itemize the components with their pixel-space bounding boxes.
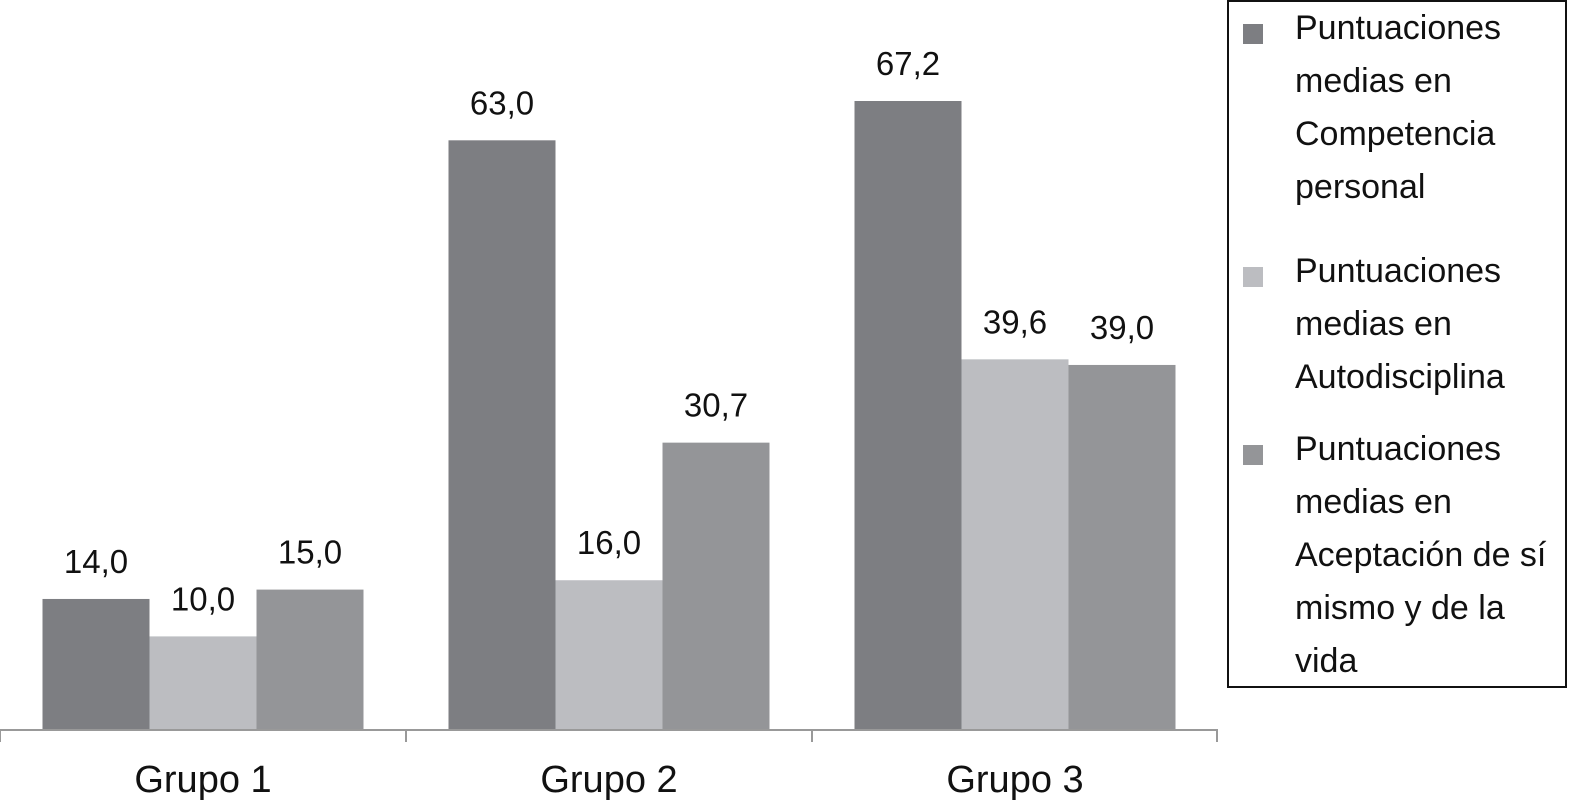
- bar: [662, 442, 770, 730]
- x-tick-label: Grupo 1: [134, 759, 271, 801]
- value-label: 10,0: [171, 580, 235, 617]
- value-label: 15,0: [278, 534, 342, 571]
- value-label: 63,0: [470, 84, 534, 121]
- legend-swatch: [1243, 24, 1263, 44]
- bar: [42, 598, 150, 730]
- bar: [555, 580, 663, 730]
- value-label: 16,0: [577, 524, 641, 561]
- x-tick-label: Grupo 2: [540, 759, 677, 801]
- legend-swatch: [1243, 445, 1263, 465]
- legend-label: Puntuaciones medias en Autodisciplina: [1295, 252, 1505, 396]
- legend-swatch: [1243, 267, 1263, 287]
- legend-entry: Puntuaciones medias en Competencia perso…: [1243, 2, 1559, 214]
- bar: [961, 359, 1069, 730]
- bar: [149, 636, 257, 730]
- x-tick-label: Grupo 3: [946, 759, 1083, 801]
- legend-entry: Puntuaciones medias en Autodisciplina: [1243, 245, 1559, 404]
- value-label: 67,2: [876, 45, 940, 82]
- bar: [448, 140, 556, 730]
- bar: [256, 589, 364, 730]
- value-label: 39,6: [983, 303, 1047, 340]
- legend: Puntuaciones medias en Competencia perso…: [1227, 0, 1567, 688]
- value-label: 30,7: [684, 387, 748, 424]
- legend-entry: Puntuaciones medias en Aceptación de sí …: [1243, 423, 1559, 688]
- bar: [1068, 364, 1176, 730]
- bar: [854, 101, 962, 730]
- plot-area: 14,0 10,0 15,0 Grupo 1 63,0 16,0 30,7 Grupo 2 67…: [0, 45, 1218, 801]
- value-label: 39,0: [1090, 309, 1154, 346]
- legend-label: Puntuaciones medias en Aceptación de sí …: [1295, 430, 1547, 680]
- legend-label: Puntuaciones medias en Competencia perso…: [1295, 9, 1502, 206]
- value-label: 14,0: [64, 543, 128, 580]
